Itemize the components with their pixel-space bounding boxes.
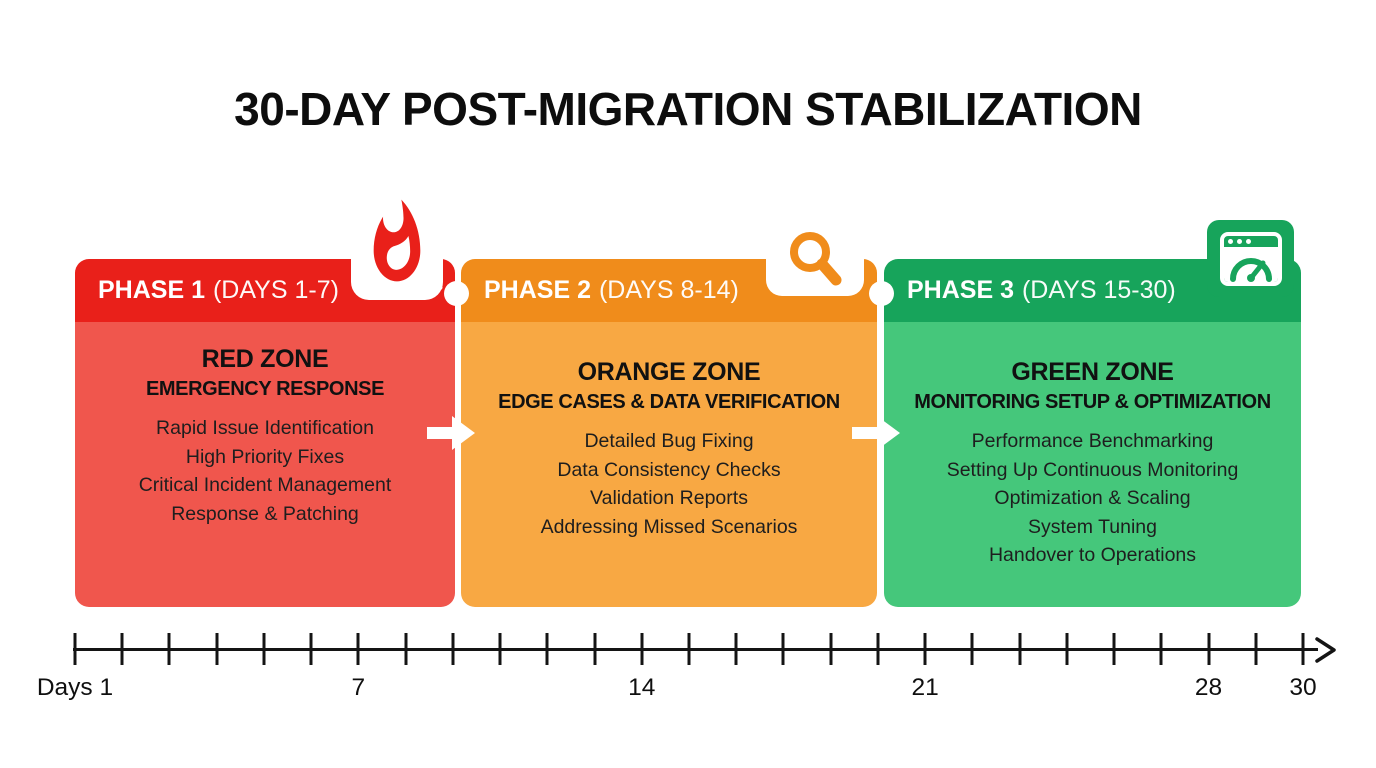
timeline-label: 30 — [1289, 674, 1317, 701]
list-item: Optimization & Scaling — [994, 487, 1191, 509]
phase-3-card: PHASE 3 (DAYS 15-30) GREEN ZONE MONITORI… — [884, 259, 1301, 607]
timeline-tick — [356, 633, 360, 665]
list-item: Performance Benchmarking — [971, 430, 1214, 452]
timeline-tick — [1207, 633, 1211, 665]
page-title: 30-DAY POST-MIGRATION STABILIZATION — [234, 83, 1142, 135]
window-title-bar — [1224, 236, 1278, 247]
timeline-tick — [734, 633, 738, 665]
timeline-tick — [545, 633, 549, 665]
timeline-tick — [593, 633, 597, 665]
phase-1-card: PHASE 1 (DAYS 1-7) RED ZONE EMERGENCY RE… — [75, 259, 455, 607]
zone-3-items: Performance Benchmarking Setting Up Cont… — [884, 427, 1301, 570]
timeline-tick — [1301, 633, 1305, 665]
timeline-tick — [970, 633, 974, 665]
zone-2-items: Detailed Bug Fixing Data Consistency Che… — [461, 427, 877, 541]
list-item: Detailed Bug Fixing — [584, 430, 754, 452]
timeline-tick — [1065, 633, 1069, 665]
list-item: Addressing Missed Scenarios — [540, 515, 798, 538]
timeline-tick — [498, 633, 502, 665]
zone-2-title: ORANGE ZONE — [577, 358, 761, 386]
timeline-tick — [451, 633, 455, 665]
fire-icon — [351, 199, 443, 300]
timeline-tick — [923, 633, 927, 665]
phase-2-card: PHASE 2 (DAYS 8-14) ORANGE ZONE EDGE CAS… — [461, 259, 877, 607]
gauge-shape — [1223, 246, 1278, 282]
phase-3-days: (DAYS 15-30) — [1021, 276, 1176, 304]
phase-3-body: GREEN ZONE MONITORING SETUP & OPTIMIZATI… — [884, 322, 1301, 607]
timeline-tick — [262, 633, 266, 665]
timeline-label: 14 — [628, 674, 656, 701]
timeline-tick — [781, 633, 785, 665]
magnifying-glass-icon — [766, 222, 864, 296]
timeline-tick — [829, 633, 833, 665]
zone-arrow-icon — [427, 415, 475, 456]
timeline-tick — [309, 633, 313, 665]
connector-dot — [869, 281, 894, 306]
list-item: Critical Incident Management — [138, 474, 392, 496]
zone-arrow-icon — [852, 415, 900, 456]
phase-1-days: (DAYS 1-7) — [212, 276, 339, 304]
timeline-tick — [1254, 633, 1258, 665]
list-item: Setting Up Continuous Monitoring — [946, 458, 1239, 481]
phase-1-name: PHASE 1 — [98, 276, 205, 304]
list-item: Validation Reports — [590, 487, 748, 509]
timeline-tick — [1018, 633, 1022, 665]
timeline-tick — [687, 633, 691, 665]
zone-1-subtitle: EMERGENCY RESPONSE — [145, 378, 385, 400]
timeline-label: 7 — [351, 674, 366, 701]
timeline-tick — [1159, 633, 1163, 665]
zone-2-subtitle: EDGE CASES & DATA VERIFICATION — [498, 391, 840, 413]
zone-1-items: Rapid Issue Identification High Priority… — [75, 414, 455, 528]
phase-2-body: ORANGE ZONE EDGE CASES & DATA VERIFICATI… — [461, 322, 877, 607]
zone-3-subtitle: MONITORING SETUP & OPTIMIZATION — [914, 391, 1271, 413]
timeline-tick — [640, 633, 644, 665]
timeline-tick — [120, 633, 124, 665]
connector-dot — [444, 281, 469, 306]
list-item: High Priority Fixes — [185, 445, 345, 468]
timeline-tick — [1112, 633, 1116, 665]
browser-window-shape — [1219, 231, 1282, 286]
list-item: Response & Patching — [171, 502, 359, 525]
zone-1-title: RED ZONE — [201, 345, 329, 373]
timeline-label: 28 — [1194, 674, 1223, 701]
dashboard-gauge-icon — [1207, 220, 1294, 297]
phase-3-header: PHASE 3 (DAYS 15-30) — [884, 259, 1301, 322]
timeline-label: Days 1 — [36, 674, 114, 701]
phase-3-name: PHASE 3 — [907, 276, 1014, 304]
axis-arrowhead-icon — [1314, 636, 1338, 669]
list-item: System Tuning — [1028, 515, 1157, 538]
timeline-tick — [73, 633, 77, 665]
timeline-axis-line — [73, 648, 1318, 651]
phase-2-name: PHASE 2 — [484, 276, 591, 304]
list-item: Rapid Issue Identification — [156, 417, 374, 439]
phase-2-days: (DAYS 8-14) — [598, 276, 739, 304]
timeline-tick — [167, 633, 171, 665]
timeline-tick — [215, 633, 219, 665]
phase-1-body: RED ZONE EMERGENCY RESPONSE Rapid Issue … — [75, 322, 455, 607]
list-item: Handover to Operations — [988, 544, 1197, 566]
timeline-tick — [876, 633, 880, 665]
timeline-label: 21 — [911, 674, 939, 701]
list-item: Data Consistency Checks — [557, 458, 781, 481]
timeline-tick — [404, 633, 408, 665]
zone-3-title: GREEN ZONE — [1011, 358, 1174, 386]
